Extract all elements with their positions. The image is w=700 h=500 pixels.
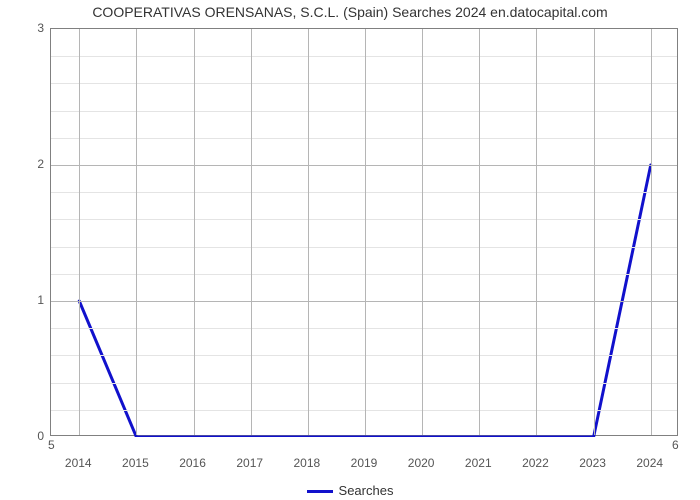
grid-minor-y: [51, 328, 677, 329]
x-tick-label: 2020: [408, 456, 435, 470]
y-tick-label: 1: [22, 293, 44, 307]
grid-minor-y: [51, 83, 677, 84]
series-endpoint-start-label: 5: [48, 438, 55, 452]
grid-major-x: [536, 29, 537, 435]
grid-minor-y: [51, 138, 677, 139]
grid-major-x: [365, 29, 366, 435]
grid-minor-y: [51, 219, 677, 220]
x-tick-label: 2022: [522, 456, 549, 470]
legend-label: Searches: [339, 483, 394, 498]
x-tick-label: 2023: [579, 456, 606, 470]
x-tick-label: 2019: [351, 456, 378, 470]
grid-major-x: [422, 29, 423, 435]
plot-area: [50, 28, 678, 436]
grid-major-x: [251, 29, 252, 435]
grid-major-x: [79, 29, 80, 435]
x-tick-label: 2016: [179, 456, 206, 470]
legend: Searches: [0, 483, 700, 498]
x-tick-label: 2018: [293, 456, 320, 470]
grid-minor-y: [51, 247, 677, 248]
y-tick-label: 2: [22, 157, 44, 171]
x-tick-label: 2021: [465, 456, 492, 470]
grid-minor-y: [51, 410, 677, 411]
grid-minor-y: [51, 355, 677, 356]
grid-minor-y: [51, 111, 677, 112]
chart-title: COOPERATIVAS ORENSANAS, S.C.L. (Spain) S…: [0, 4, 700, 20]
series-endpoint-end-label: 6: [672, 438, 679, 452]
y-tick-label: 3: [22, 21, 44, 35]
grid-major-y: [51, 301, 677, 302]
x-tick-label: 2014: [65, 456, 92, 470]
legend-swatch: [307, 490, 333, 493]
grid-minor-y: [51, 192, 677, 193]
x-tick-label: 2024: [636, 456, 663, 470]
grid-major-x: [594, 29, 595, 435]
grid-major-x: [136, 29, 137, 435]
grid-major-x: [479, 29, 480, 435]
grid-major-x: [308, 29, 309, 435]
line-chart: COOPERATIVAS ORENSANAS, S.C.L. (Spain) S…: [0, 0, 700, 500]
x-tick-label: 2015: [122, 456, 149, 470]
grid-minor-y: [51, 56, 677, 57]
grid-major-x: [651, 29, 652, 435]
grid-major-y: [51, 165, 677, 166]
grid-major-x: [194, 29, 195, 435]
grid-minor-y: [51, 274, 677, 275]
grid-minor-y: [51, 383, 677, 384]
y-tick-label: 0: [22, 429, 44, 443]
x-tick-label: 2017: [236, 456, 263, 470]
